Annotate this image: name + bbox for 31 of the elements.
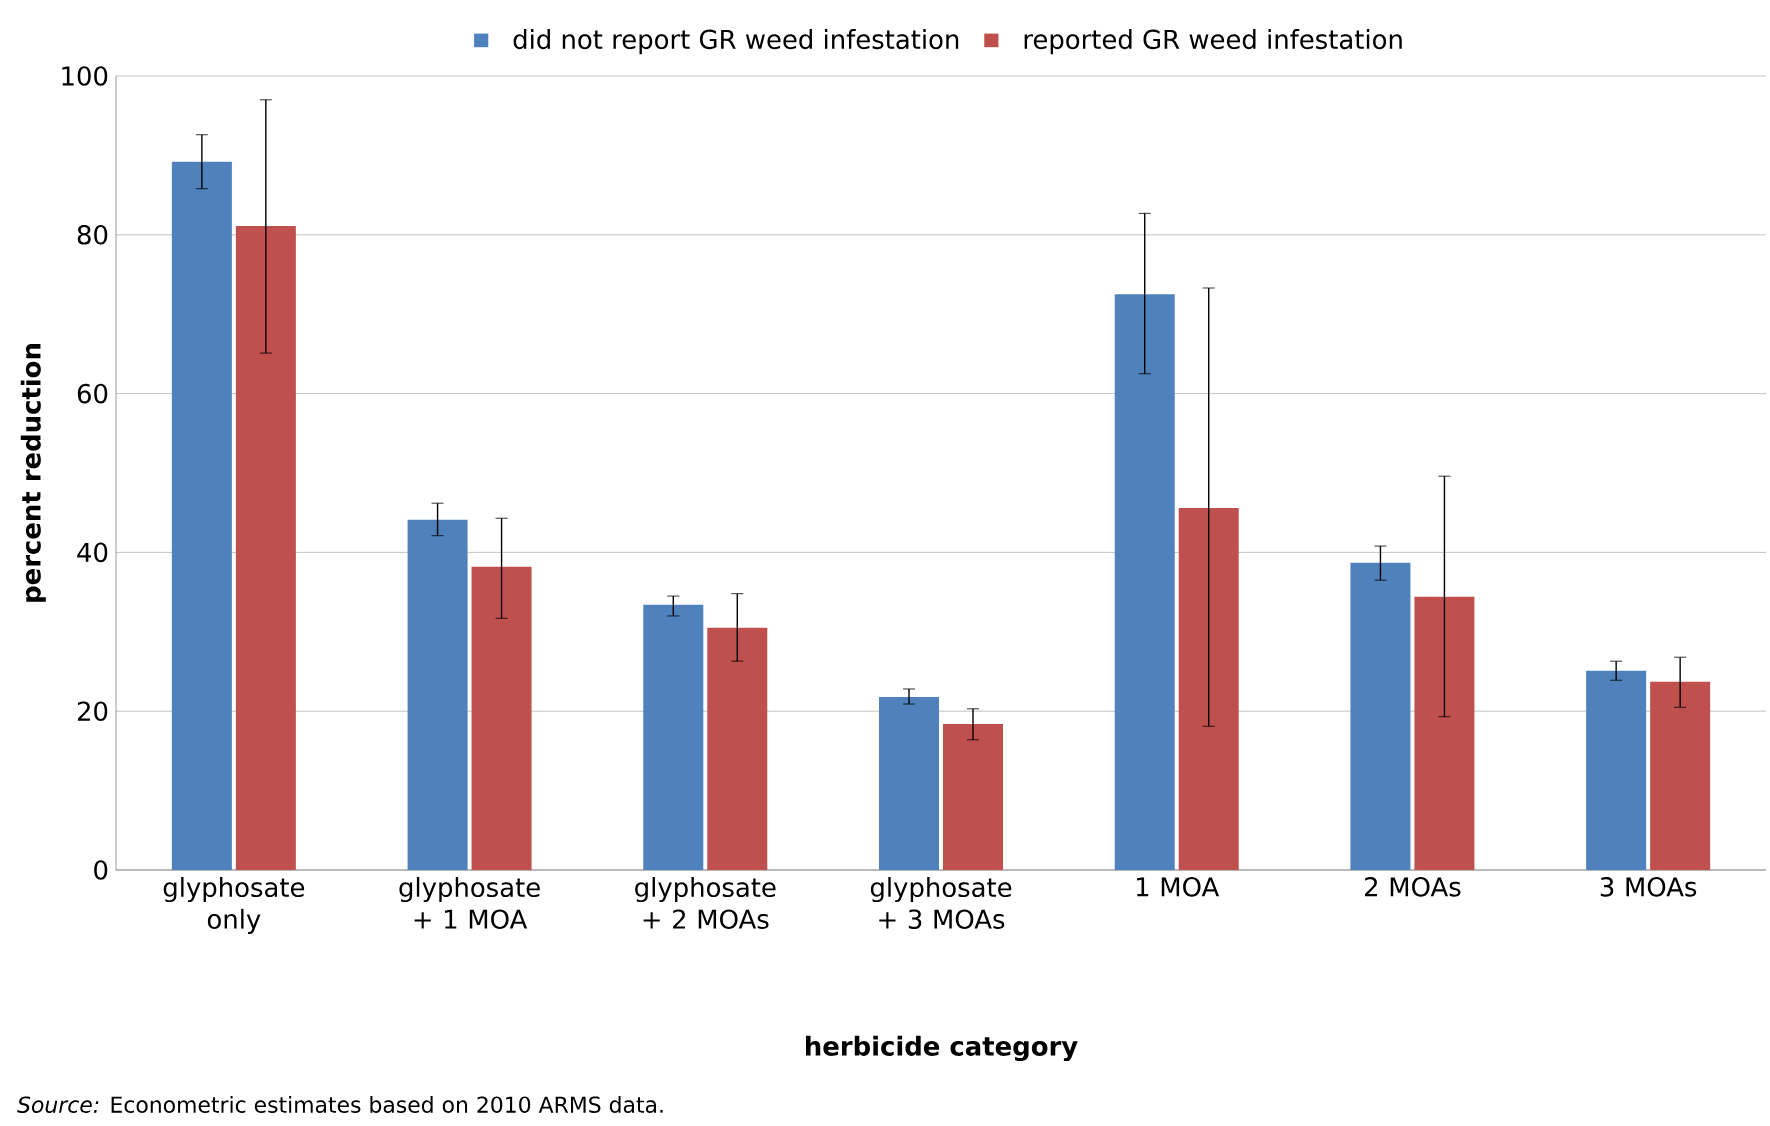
x-tick-label: 1 MOA xyxy=(1137,877,1220,897)
bar xyxy=(1114,294,1175,870)
bar xyxy=(643,604,704,870)
y-tick-label: 0 xyxy=(94,860,108,880)
y-tick-label: 80 xyxy=(77,225,108,245)
legend-label: did not report GR weed infestation xyxy=(513,29,959,55)
y-tick-label: 20 xyxy=(77,701,108,721)
bar xyxy=(707,627,768,870)
x-tick-label: glyphosate + 2 MOAs xyxy=(635,877,776,929)
text: Source: Econometric estimates based on 2010 ARMS data. xyxy=(17,1095,663,1113)
y-tick-label: 60 xyxy=(77,383,108,404)
y-tick-label: 100 xyxy=(62,66,108,86)
bar xyxy=(1586,670,1647,870)
x-tick-label: glyphosate + 3 MOAs xyxy=(870,877,1012,929)
bar xyxy=(1650,681,1711,870)
y-tick-label: 40 xyxy=(77,542,108,563)
x-tick-label: 2 MOAs xyxy=(1365,877,1461,897)
bar xyxy=(407,519,468,870)
bar xyxy=(1350,562,1411,870)
x-tick-label: glyphosate only xyxy=(163,877,305,934)
legend-label: reported GR weed infestation xyxy=(1024,29,1402,55)
y-axis-title: percent reduction xyxy=(20,344,46,602)
bar xyxy=(1414,596,1475,870)
bar xyxy=(879,696,940,870)
bar xyxy=(235,226,296,870)
bar xyxy=(943,723,1003,870)
x-axis-title: herbicide category xyxy=(806,1035,1078,1062)
bar xyxy=(471,566,532,870)
bar xyxy=(171,161,232,870)
x-tick-label: 3 MOAs xyxy=(1600,877,1697,897)
x-tick-label: glyphosate + 1 MOA xyxy=(399,877,540,929)
